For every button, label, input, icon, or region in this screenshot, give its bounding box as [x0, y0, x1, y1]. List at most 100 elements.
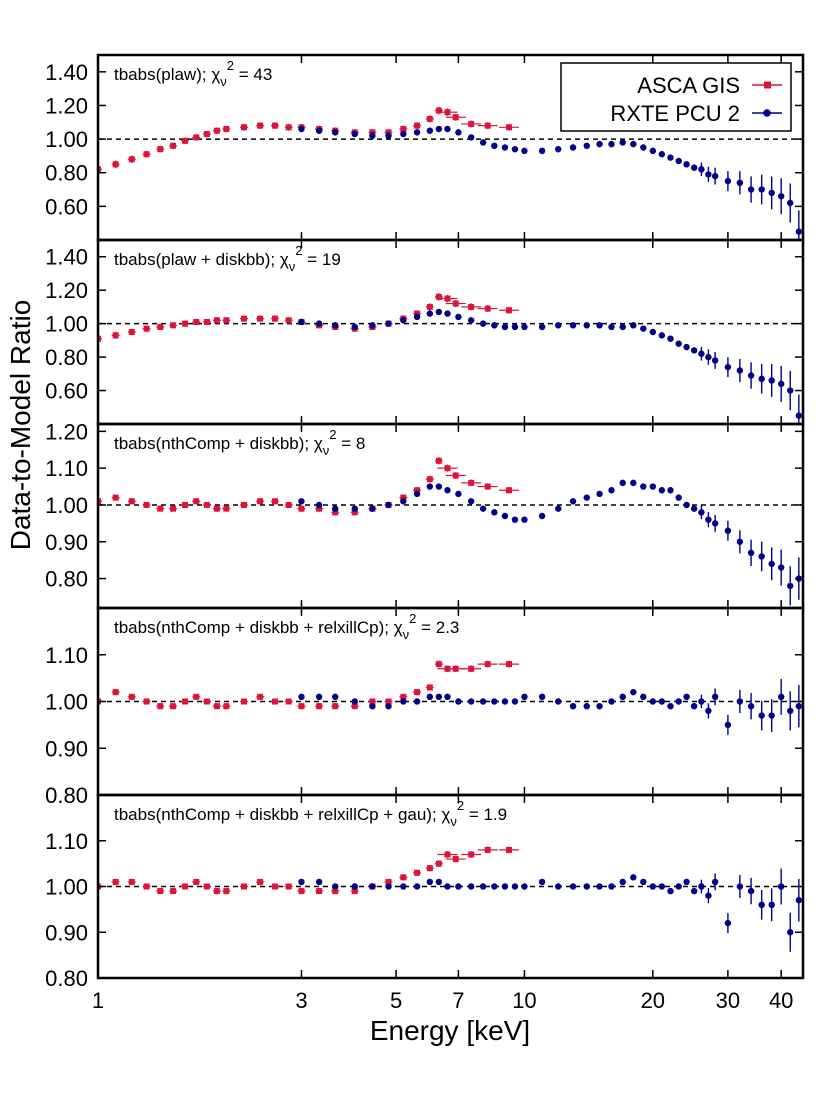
data-point	[640, 483, 647, 490]
data-point	[675, 494, 682, 501]
data-point	[315, 501, 323, 509]
x-tick-label: 10	[512, 988, 536, 1013]
data-point	[241, 501, 248, 508]
data-point	[435, 107, 442, 114]
data-point	[170, 142, 177, 149]
legend-marker	[763, 109, 771, 117]
data-point	[596, 490, 603, 498]
data-point	[711, 693, 719, 701]
data-area	[98, 660, 803, 735]
data-point	[426, 303, 433, 310]
data-point	[511, 516, 519, 523]
data-point	[452, 472, 459, 479]
data-point	[223, 505, 230, 512]
data-point	[608, 883, 615, 890]
y-tick-label: 0.60	[45, 194, 88, 219]
data-point	[413, 883, 421, 890]
data-point	[768, 712, 775, 719]
data-point	[787, 929, 794, 936]
data-point	[596, 140, 603, 148]
series-rxte-pcu2	[298, 125, 803, 240]
legend-label: RXTE PCU 2	[610, 101, 740, 126]
series-asca-gis	[98, 293, 520, 343]
data-point	[619, 693, 626, 701]
data-point	[332, 509, 339, 516]
data-point	[467, 498, 475, 505]
data-point	[98, 335, 101, 342]
data-area	[98, 293, 803, 424]
data-point	[193, 878, 200, 885]
data-point	[182, 698, 189, 705]
data-point	[435, 483, 443, 490]
data-point	[385, 501, 392, 509]
data-point	[351, 883, 358, 890]
data-point	[351, 505, 358, 512]
data-point	[747, 702, 755, 710]
y-tick-label: 0.60	[45, 379, 88, 404]
data-point	[479, 320, 487, 327]
data-point	[143, 151, 150, 158]
data-point	[426, 476, 433, 483]
data-point	[640, 325, 647, 332]
data-point	[385, 702, 392, 710]
data-point	[777, 380, 785, 388]
data-point	[351, 698, 358, 705]
data-point	[444, 487, 451, 494]
data-point	[271, 698, 278, 705]
y-tick-label: 1.20	[45, 278, 88, 303]
data-point	[787, 199, 794, 207]
data-point	[596, 322, 603, 329]
data-point	[332, 129, 339, 136]
data-point	[479, 883, 487, 890]
data-point	[351, 323, 358, 331]
data-point	[213, 703, 220, 710]
data-point	[705, 707, 712, 715]
data-point	[435, 693, 443, 701]
data-point	[413, 313, 421, 321]
data-point	[484, 846, 491, 853]
data-point	[484, 122, 491, 129]
data-point	[501, 883, 509, 890]
y-tick-label: 1.00	[45, 493, 88, 518]
data-point	[444, 109, 451, 116]
data-point	[468, 665, 475, 672]
data-point	[426, 878, 434, 886]
data-point	[569, 702, 577, 710]
data-point	[182, 501, 189, 508]
data-point	[683, 693, 690, 701]
data-point	[241, 883, 248, 890]
data-point	[182, 320, 189, 327]
data-point	[690, 887, 698, 895]
data-point	[538, 323, 546, 331]
data-point	[758, 553, 765, 560]
data-point	[285, 124, 292, 131]
data-point	[112, 494, 119, 501]
data-point	[569, 322, 577, 329]
data-point	[511, 883, 519, 890]
data-point	[426, 310, 434, 317]
x-tick-label: 30	[716, 988, 740, 1013]
data-point	[128, 329, 135, 335]
data-point	[435, 860, 442, 867]
y-tick-label: 1.10	[45, 456, 88, 481]
data-point	[241, 315, 248, 322]
data-point	[484, 661, 491, 668]
panel-5: 0.80 0.90 1.00 1.10 tbabs(nthComp + diskbb +…	[45, 793, 805, 991]
data-point	[143, 325, 150, 332]
data-point	[724, 177, 732, 185]
data-area	[98, 846, 803, 952]
data-point	[213, 888, 220, 895]
model-annotation: tbabs(nthComp + diskbb + relxillCp + gau…	[114, 798, 507, 829]
data-point	[332, 883, 339, 890]
data-point	[768, 189, 775, 197]
data-point	[690, 164, 698, 171]
data-point	[736, 883, 744, 890]
data-point	[426, 684, 433, 691]
data-point	[413, 490, 421, 498]
data-point	[426, 483, 434, 490]
data-point	[332, 888, 339, 895]
data-point	[203, 698, 210, 705]
y-tick-label: 0.80	[45, 966, 88, 991]
data-point	[501, 144, 509, 151]
data-point	[369, 883, 376, 890]
